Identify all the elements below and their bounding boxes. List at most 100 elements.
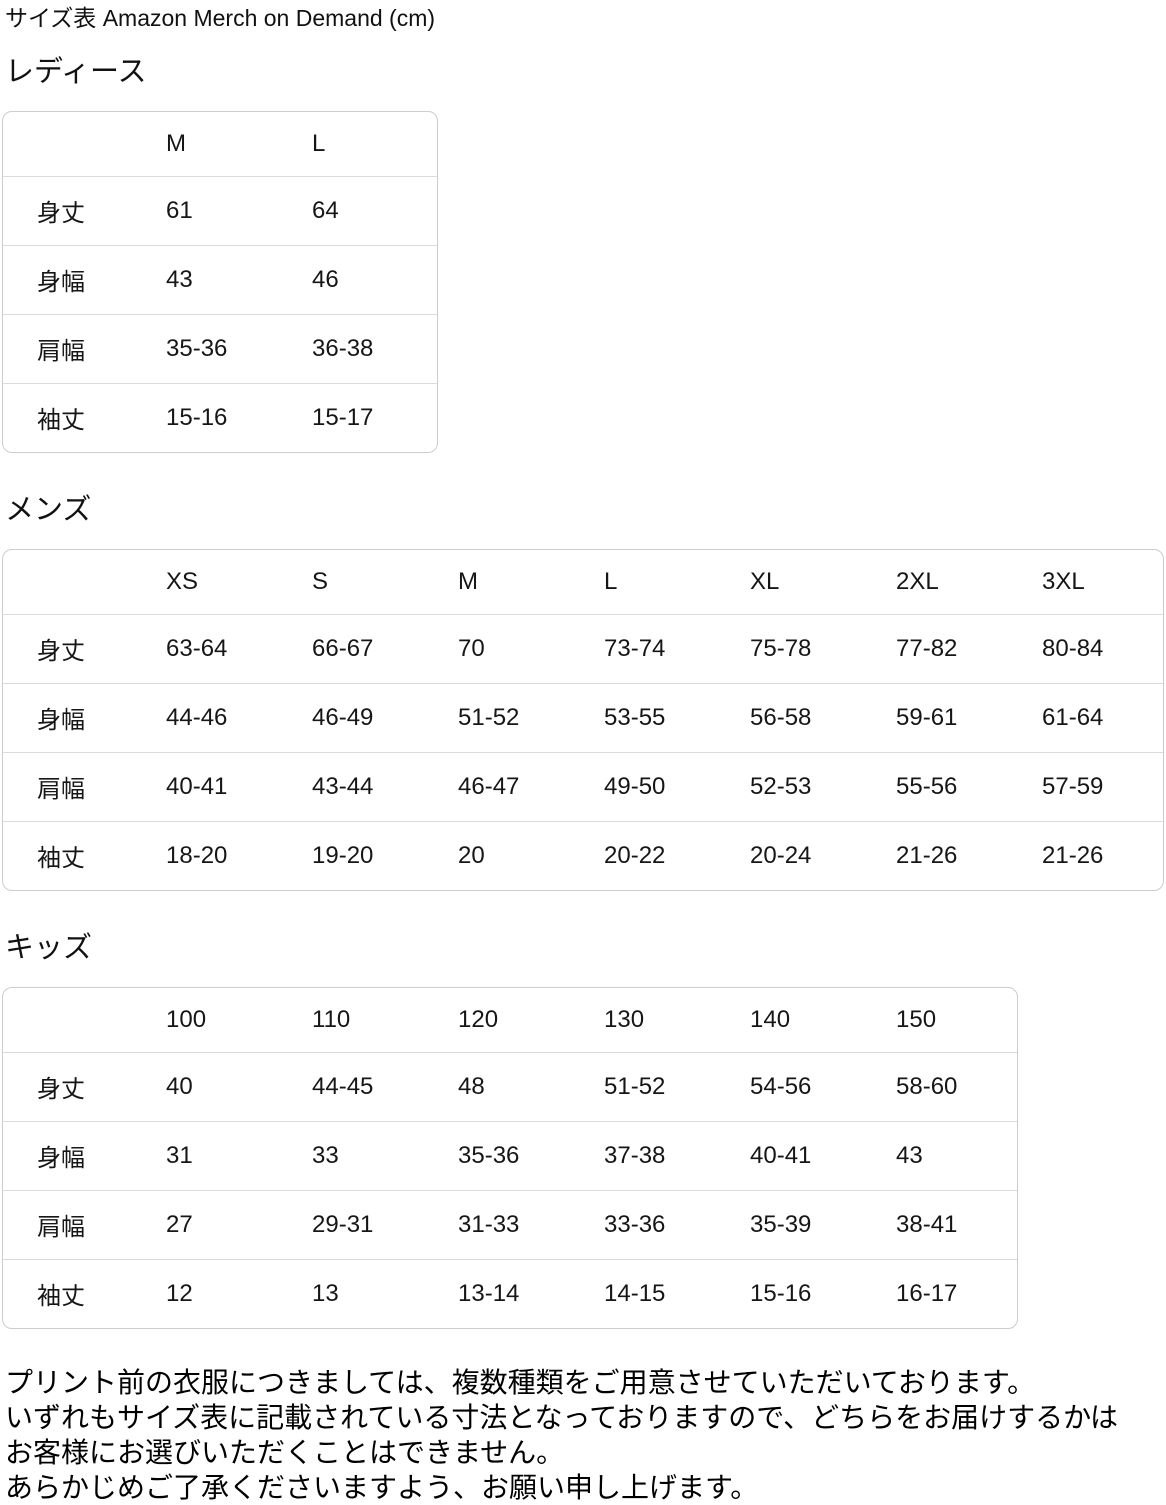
column-header: 140: [750, 1005, 791, 1033]
column-header: 120: [458, 1005, 499, 1033]
cell: 46-49: [312, 682, 458, 752]
cell: 52-53: [750, 751, 896, 821]
cell: 48: [458, 1051, 604, 1121]
table-row: 肩幅 27 29-31 31-33 33-36 35-39 38-41: [3, 1189, 1017, 1259]
page-title: サイズ表 Amazon Merch on Demand (cm): [5, 5, 436, 31]
cell: 51-52: [604, 1051, 750, 1121]
disclaimer-line: プリント前の衣服につきましては、複数種類をご用意させていただいております。: [5, 1367, 1036, 1398]
table-row: 肩幅 40-41 43-44 46-47 49-50 52-53 55-56 57-59: [3, 751, 1163, 821]
cell: 31: [166, 1120, 312, 1190]
column-header: 2XL: [896, 567, 939, 595]
cell: 46: [312, 244, 437, 314]
cell: 20-22: [604, 820, 750, 890]
table-row: 身丈 63-64 66-67 70 73-74 75-78 77-82 80-84: [3, 613, 1163, 683]
disclaimer: プリント前の衣服につきましては、複数種類をご用意させていただいております。 いず…: [5, 1365, 1166, 1505]
disclaimer-line: お客様にお選びいただくことはできません。: [5, 1437, 565, 1468]
row-label: 肩幅: [3, 1189, 166, 1259]
column-header: XS: [166, 567, 199, 595]
cell: 20-24: [750, 820, 896, 890]
size-table-head: 100 110 120 130 140 150: [3, 988, 1017, 1052]
corner-cell: [3, 112, 166, 176]
cell: 61: [166, 175, 312, 245]
corner-cell: [3, 550, 166, 614]
cell: 37-38: [604, 1120, 750, 1190]
row-label: 袖丈: [3, 1258, 166, 1328]
column-header: M: [166, 129, 186, 157]
header-row: 100 110 120 130 140 150: [3, 988, 1017, 1052]
cell: 13-14: [458, 1258, 604, 1328]
row-label: 身丈: [3, 613, 166, 683]
table-row: 袖丈 15-16 15-17: [3, 382, 437, 452]
cell: 49-50: [604, 751, 750, 821]
size-table: XS S M L XL 2XL 3XL 身丈 63-64 66-67 70 73-74 75-78 77-…: [3, 550, 1163, 890]
table-row: 肩幅 35-36 36-38: [3, 313, 437, 383]
cell: 43-44: [312, 751, 458, 821]
table-row: 身幅 44-46 46-49 51-52 53-55 56-58 59-61 61-64: [3, 682, 1163, 752]
cell: 53-55: [604, 682, 750, 752]
cell: 14-15: [604, 1258, 750, 1328]
cell: 15-17: [312, 382, 437, 452]
column-header: 130: [604, 1005, 645, 1033]
cell: 61-64: [1042, 682, 1163, 752]
cell: 63-64: [166, 613, 312, 683]
column-header: M: [458, 567, 478, 595]
size-table-card: XS S M L XL 2XL 3XL 身丈 63-64 66-67 70 73-74 75-78 77-…: [2, 549, 1164, 891]
disclaimer-line: あらかじめご了承くださいますよう、お願い申し上げます。: [5, 1472, 759, 1503]
size-table: 100 110 120 130 140 150 身丈 40 44-45 48 51-52 54-56 5…: [3, 988, 1017, 1328]
table-row: 身丈 40 44-45 48 51-52 54-56 58-60: [3, 1051, 1017, 1121]
cell: 58-60: [896, 1051, 1017, 1121]
size-table-body: 身丈 61 64 身幅 43 46 肩幅 35-36 36-38 袖丈 15-16 15-17: [3, 175, 437, 452]
section-heading: メンズ: [5, 494, 92, 526]
cell: 15-16: [750, 1258, 896, 1328]
row-label: 袖丈: [3, 820, 166, 890]
cell: 33: [312, 1120, 458, 1190]
cell: 35-39: [750, 1189, 896, 1259]
size-table-card: M L 身丈 61 64 身幅 43 46 肩幅 35-36 36-38 袖丈 15-16 15-17: [2, 111, 438, 453]
size-table-body: 身丈 40 44-45 48 51-52 54-56 58-60 身幅 31 33 35-36 37-…: [3, 1051, 1017, 1328]
size-table-head: XS S M L XL 2XL 3XL: [3, 550, 1163, 614]
cell: 36-38: [312, 313, 437, 383]
table-row: 袖丈 18-20 19-20 20 20-22 20-24 21-26 21-26: [3, 820, 1163, 890]
cell: 80-84: [1042, 613, 1163, 683]
row-label: 身幅: [3, 244, 166, 314]
size-table-body: 身丈 63-64 66-67 70 73-74 75-78 77-82 80-84 身幅 44-4…: [3, 613, 1163, 890]
table-row: 身丈 61 64: [3, 175, 437, 245]
cell: 18-20: [166, 820, 312, 890]
cell: 40-41: [166, 751, 312, 821]
size-section: レディース M L 身丈 61 64 身幅 43 46 肩幅 35-36 36-38 袖丈 15-16 15…: [0, 56, 1166, 453]
cell: 21-26: [1042, 820, 1163, 890]
cell: 55-56: [896, 751, 1042, 821]
size-section: メンズ XS S M L XL 2XL 3XL 身丈 63-64 66-67 70 73-74 75-78…: [0, 494, 1166, 891]
size-sections: レディース M L 身丈 61 64 身幅 43 46 肩幅 35-36 36-38 袖丈 15-16 15…: [0, 56, 1166, 1329]
cell: 56-58: [750, 682, 896, 752]
cell: 59-61: [896, 682, 1042, 752]
column-header: XL: [750, 567, 780, 595]
cell: 40: [166, 1051, 312, 1121]
cell: 20: [458, 820, 604, 890]
cell: 13: [312, 1258, 458, 1328]
size-table-card: 100 110 120 130 140 150 身丈 40 44-45 48 51-52 54-56 5…: [2, 987, 1018, 1329]
cell: 35-36: [166, 313, 312, 383]
cell: 21-26: [896, 820, 1042, 890]
cell: 43: [896, 1120, 1017, 1190]
cell: 43: [166, 244, 312, 314]
row-label: 身丈: [3, 1051, 166, 1121]
size-section: キッズ 100 110 120 130 140 150 身丈 40 44-45 48 51-52 54-…: [0, 932, 1166, 1329]
cell: 54-56: [750, 1051, 896, 1121]
row-label: 肩幅: [3, 751, 166, 821]
size-table: M L 身丈 61 64 身幅 43 46 肩幅 35-36 36-38 袖丈 15-16 15-17: [3, 112, 437, 452]
cell: 70: [458, 613, 604, 683]
column-header: L: [604, 567, 618, 595]
row-label: 身丈: [3, 175, 166, 245]
column-header: S: [312, 567, 329, 595]
cell: 73-74: [604, 613, 750, 683]
row-label: 身幅: [3, 682, 166, 752]
cell: 44-46: [166, 682, 312, 752]
corner-cell: [3, 988, 166, 1052]
row-label: 肩幅: [3, 313, 166, 383]
cell: 40-41: [750, 1120, 896, 1190]
cell: 15-16: [166, 382, 312, 452]
